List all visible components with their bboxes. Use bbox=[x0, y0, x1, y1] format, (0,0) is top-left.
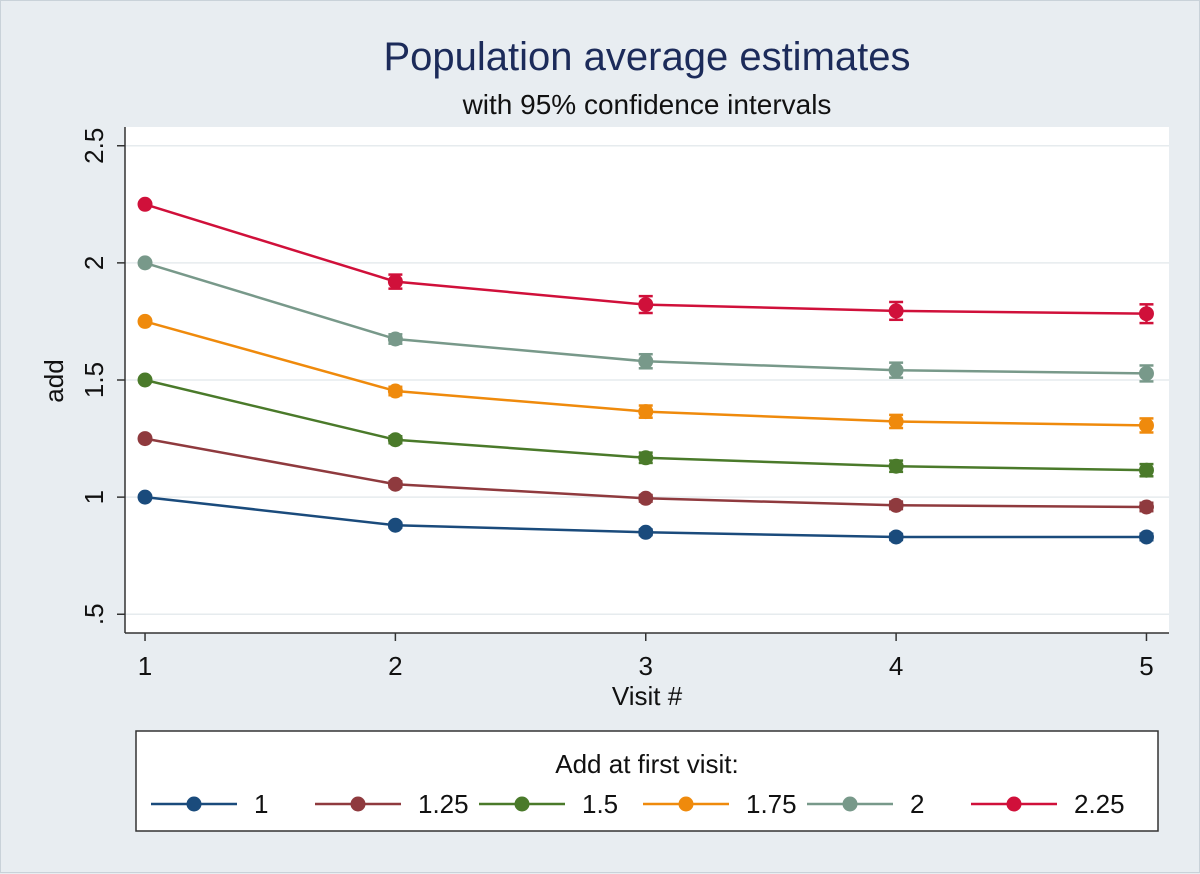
legend-title: Add at first visit: bbox=[555, 749, 739, 779]
data-point bbox=[387, 383, 403, 399]
x-tick-label: 5 bbox=[1139, 651, 1153, 681]
data-point bbox=[1138, 499, 1154, 515]
legend-label: 1.25 bbox=[418, 789, 469, 819]
y-axis-label: add bbox=[39, 359, 69, 402]
legend-label: 2.25 bbox=[1074, 789, 1125, 819]
x-tick-label: 4 bbox=[889, 651, 903, 681]
legend-marker bbox=[186, 796, 202, 812]
series-2.25 bbox=[137, 196, 1154, 325]
legend-item-2: 2 bbox=[807, 789, 924, 819]
x-tick-label: 1 bbox=[138, 651, 152, 681]
legend-item-1: 1 bbox=[151, 789, 268, 819]
legend-marker bbox=[1006, 796, 1022, 812]
series-1.75 bbox=[137, 313, 1154, 434]
legend-marker bbox=[842, 796, 858, 812]
data-point bbox=[888, 497, 904, 513]
y-tick-label: 2 bbox=[79, 256, 109, 270]
data-point bbox=[1138, 365, 1154, 381]
legend-box bbox=[135, 730, 1159, 832]
legend-label: 1.75 bbox=[746, 789, 797, 819]
data-point bbox=[387, 517, 403, 533]
data-point bbox=[638, 450, 654, 466]
data-point bbox=[888, 362, 904, 378]
data-point bbox=[638, 297, 654, 313]
series-1 bbox=[137, 489, 1154, 545]
legend-item-1.5: 1.5 bbox=[479, 789, 618, 819]
series-2 bbox=[137, 255, 1154, 383]
axes: .5 1 1.5 2 2.5 1 2 3 4 5 bbox=[79, 127, 1169, 681]
data-point bbox=[638, 353, 654, 369]
x-tick-label: 3 bbox=[639, 651, 653, 681]
data-point bbox=[638, 524, 654, 540]
data-point bbox=[137, 196, 153, 212]
data-point bbox=[387, 476, 403, 492]
data-point bbox=[137, 313, 153, 329]
data-point bbox=[137, 489, 153, 505]
series-1.25 bbox=[137, 431, 1154, 515]
legend-items: 1 1.25 1.5 1.75 2 2.25 bbox=[151, 789, 1125, 819]
y-tick-label: 1.5 bbox=[79, 362, 109, 398]
data-point bbox=[137, 372, 153, 388]
chart-subtitle: with 95% confidence intervals bbox=[462, 89, 832, 120]
legend-item-1.25: 1.25 bbox=[315, 789, 469, 819]
data-point bbox=[638, 404, 654, 420]
series-1.5 bbox=[137, 372, 1154, 478]
y-tick-label: 2.5 bbox=[79, 128, 109, 164]
legend-label: 1 bbox=[254, 789, 268, 819]
data-point bbox=[888, 458, 904, 474]
data-point bbox=[387, 274, 403, 290]
data-point bbox=[888, 303, 904, 319]
legend-label: 1.5 bbox=[582, 789, 618, 819]
data-point bbox=[1138, 306, 1154, 322]
y-tick-label: 1 bbox=[79, 490, 109, 504]
data-point bbox=[888, 413, 904, 429]
data-point bbox=[1138, 417, 1154, 433]
series-group bbox=[137, 196, 1154, 545]
data-point bbox=[387, 432, 403, 448]
x-axis-label: Visit # bbox=[612, 681, 683, 711]
y-tick-label: .5 bbox=[79, 603, 109, 625]
data-point bbox=[387, 331, 403, 347]
legend-marker bbox=[514, 796, 530, 812]
legend-marker bbox=[678, 796, 694, 812]
legend-label: 2 bbox=[910, 789, 924, 819]
data-point bbox=[638, 490, 654, 506]
data-point bbox=[888, 529, 904, 545]
chart-title: Population average estimates bbox=[384, 35, 911, 79]
legend-marker bbox=[350, 796, 366, 812]
data-point bbox=[137, 255, 153, 271]
data-point bbox=[137, 431, 153, 447]
data-point bbox=[1138, 529, 1154, 545]
data-point bbox=[1138, 462, 1154, 478]
x-tick-label: 2 bbox=[388, 651, 402, 681]
legend-item-1.75: 1.75 bbox=[643, 789, 797, 819]
legend-item-2.25: 2.25 bbox=[971, 789, 1125, 819]
